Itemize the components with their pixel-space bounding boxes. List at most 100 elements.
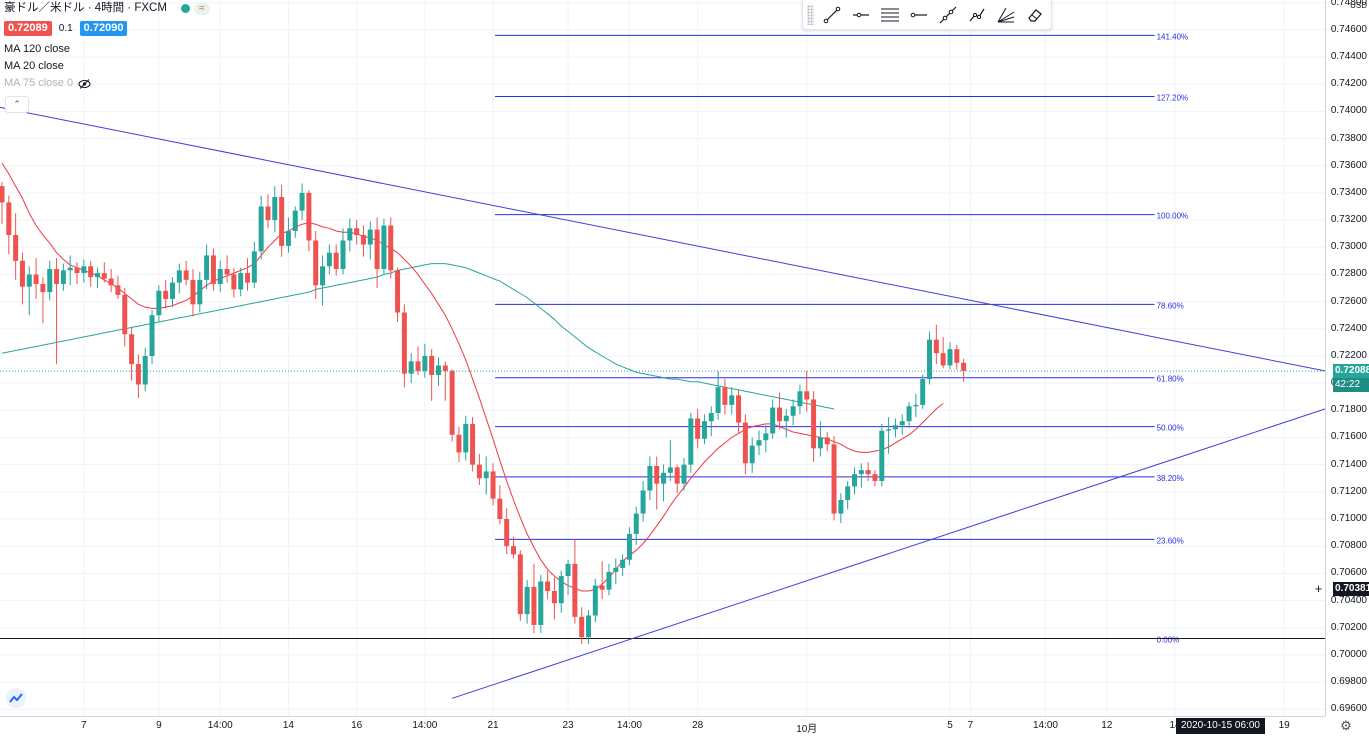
fib-fan-icon[interactable] [991, 0, 1020, 29]
price-tick-label: 0.74400 [1330, 51, 1367, 63]
candle-body [176, 270, 182, 283]
candle-body [285, 230, 291, 246]
time-tick-label: 16 [351, 720, 363, 731]
candle-body [736, 395, 742, 423]
price-scale[interactable]: USD 0.74800 0.74600 0.74400 0.74200 0.74000 0… [1325, 0, 1369, 716]
collapse-legend-button[interactable]: ⌃ [5, 96, 29, 113]
time-tick-label: 28 [692, 720, 704, 731]
candle-body [149, 315, 155, 356]
candle-body [504, 518, 510, 547]
candle-body [674, 467, 680, 484]
candle-body [197, 279, 203, 305]
candle-body [135, 364, 141, 385]
eye-hidden-icon[interactable] [78, 78, 91, 89]
bar-countdown: 42:22 [1333, 378, 1369, 393]
time-tick-label: 14:00 [412, 720, 438, 731]
candle-body [845, 486, 851, 500]
candle-body [108, 278, 114, 286]
candle-body [470, 423, 476, 465]
fib-level-label: 61.80% [1157, 375, 1184, 384]
candle-body [811, 399, 817, 449]
candle-body [579, 616, 585, 638]
candle-body [231, 274, 237, 290]
candle-body [688, 418, 694, 465]
price-tick-label: 0.70200 [1330, 621, 1367, 633]
buy-price-button[interactable]: 0.72090 [79, 21, 128, 36]
candle-body [824, 437, 830, 445]
candle-body [429, 355, 435, 375]
candle-body [183, 270, 189, 280]
tradingview-logo[interactable] [6, 688, 26, 708]
candle-body [592, 585, 598, 616]
toolbar-drag-handle[interactable] [807, 4, 814, 25]
ray-icon[interactable] [904, 0, 933, 29]
candle-body [190, 279, 196, 305]
settings-gear-icon[interactable]: ⚙ [1340, 718, 1352, 733]
symbol-row: 豪ドル／米ドル · 4時間 · FXCM ≈ [4, 0, 210, 17]
candle-body [415, 361, 421, 371]
candle-body [681, 464, 687, 484]
candle-body [770, 407, 776, 434]
candle-body [463, 423, 469, 453]
time-scale[interactable]: 7 9 14:00 14 16 14:00 21 23 14:00 28 10月 5 7 14:00 12 1… [0, 716, 1325, 737]
candle-body [67, 267, 73, 271]
price-tick-label: 0.71400 [1330, 458, 1367, 470]
chart-legend: 豪ドル／米ドル · 4時間 · FXCM ≈ 0.72089 0.1 0.720… [4, 0, 210, 92]
candle-body [817, 437, 823, 449]
indicator-ma20[interactable]: MA 20 close [4, 58, 210, 75]
candle-body [613, 567, 619, 572]
quote-row: 0.72089 0.1 0.72090 [4, 20, 210, 37]
candle-body [81, 266, 87, 274]
price-tick-label: 0.70400 [1330, 594, 1367, 606]
candle-body [476, 464, 482, 479]
trend-line-icon[interactable] [817, 0, 846, 29]
horizontal-ray-icon[interactable] [846, 0, 875, 29]
time-tick-label: 7 [967, 720, 974, 731]
candle-body [545, 581, 551, 592]
candle-body [299, 192, 305, 211]
price-tick-label: 0.73200 [1330, 214, 1367, 226]
candle-body [783, 415, 789, 422]
candle-body [954, 349, 960, 363]
candle-body [272, 197, 278, 221]
indicator-label: MA 120 close [4, 43, 71, 55]
candle-body [94, 273, 100, 278]
candle-body [265, 206, 271, 221]
time-tick-label: 21 [487, 720, 499, 731]
candle-body [886, 429, 892, 431]
candle-body [572, 563, 578, 617]
candle-body [913, 404, 919, 407]
candle-body [620, 559, 626, 568]
fib-retracement-icon[interactable] [875, 0, 904, 29]
candle-body [367, 229, 373, 245]
sell-price-button[interactable]: 0.72089 [4, 21, 52, 36]
eraser-icon[interactable] [1020, 0, 1049, 29]
candle-body [456, 434, 462, 453]
drawing-toolbar [802, 0, 1052, 30]
symbol-title[interactable]: 豪ドル／米ドル · 4時間 · FXCM [4, 2, 167, 14]
time-tick-label: 9 [156, 720, 162, 731]
path-icon[interactable] [962, 0, 991, 29]
candle-body [695, 418, 701, 439]
fib-level-label: 127.20% [1157, 93, 1189, 102]
fib-level-label: 50.00% [1157, 424, 1184, 433]
candle-body [156, 290, 162, 316]
candle-body [60, 270, 66, 284]
candle-body [667, 467, 673, 473]
time-tick-label: 23 [562, 720, 574, 731]
candle-body [320, 266, 326, 286]
candle-body [804, 391, 810, 400]
chart-plot-area[interactable]: 141.40% 127.20% 100.00% 78.60% 61.80% 50.00% 3… [0, 0, 1326, 716]
extended-line-icon[interactable] [933, 0, 962, 29]
add-alert-plus-icon[interactable]: + [1314, 581, 1323, 596]
candle-body [115, 285, 121, 295]
candle-body [354, 228, 360, 236]
candle-body [279, 197, 285, 246]
trend-line [0, 106, 1326, 372]
candle-body [449, 370, 455, 435]
indicator-ma75[interactable]: MA 75 close 0 [4, 75, 210, 92]
candle-body [947, 349, 953, 366]
candle-body [33, 274, 39, 284]
time-tick-label: 12 [1101, 720, 1113, 731]
indicator-ma120[interactable]: MA 120 close [4, 41, 210, 58]
